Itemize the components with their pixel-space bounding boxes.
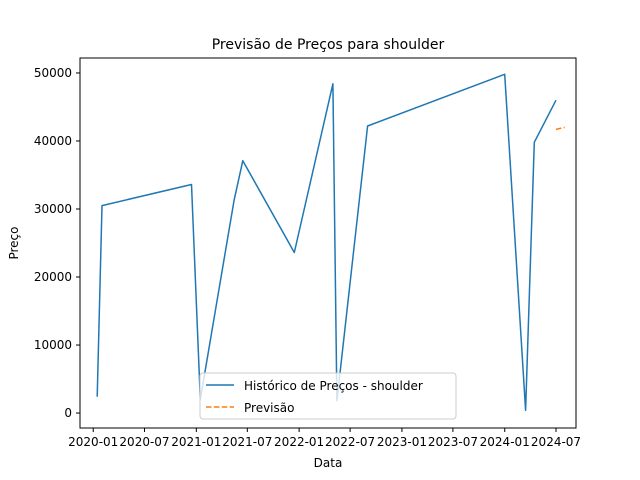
x-axis-label: Data — [314, 456, 343, 470]
series-layer — [95, 72, 567, 412]
data-point — [331, 82, 335, 86]
series-line-history — [96, 73, 557, 412]
data-point — [554, 127, 558, 131]
y-tick-label: 30000 — [34, 202, 72, 216]
x-tick-label: 2024-07 — [531, 435, 581, 449]
legend-box — [199, 372, 457, 420]
x-axis: 2020-01 2020-07 2021-01 2021-07 2022-01 2022-… — [68, 428, 581, 449]
x-tick-label: 2022-07 — [325, 435, 375, 449]
y-axis-label: Preço — [7, 226, 21, 259]
data-point — [232, 198, 236, 202]
plot-frame — [79, 57, 577, 429]
x-tick-label: 2024-01 — [480, 435, 530, 449]
x-tick-label: 2020-01 — [68, 435, 118, 449]
legend-label-history: Histórico de Preços - shoulder — [244, 379, 423, 393]
y-tick-label: 40000 — [34, 134, 72, 148]
data-point — [366, 124, 370, 128]
data-point — [503, 72, 507, 76]
y-tick-label: 50000 — [34, 66, 72, 80]
x-tick-label: 2021-07 — [222, 435, 272, 449]
data-point — [241, 159, 245, 163]
x-tick-label: 2020-07 — [119, 435, 169, 449]
y-tick-label: 20000 — [34, 270, 72, 284]
data-point — [190, 183, 194, 187]
x-tick-label: 2021-01 — [171, 435, 221, 449]
legend-label-forecast: Previsão — [244, 401, 294, 415]
y-axis: 0 10000 20000 30000 40000 50000 — [34, 66, 80, 420]
series-line-forecast — [555, 126, 565, 131]
y-tick-label: 0 — [64, 406, 72, 420]
data-point — [100, 204, 104, 208]
x-tick-label: 2022-01 — [274, 435, 324, 449]
x-tick-label: 2023-07 — [428, 435, 478, 449]
data-point — [95, 395, 99, 399]
chart-title: Previsão de Preços para shoulder — [212, 37, 445, 53]
data-point — [292, 251, 296, 255]
y-tick-label: 10000 — [34, 338, 72, 352]
x-tick-label: 2023-01 — [377, 435, 427, 449]
data-point — [554, 98, 558, 102]
legend: Histórico de Preços - shoulder Previsão — [199, 372, 457, 420]
data-point — [563, 125, 567, 129]
data-point — [524, 408, 528, 412]
data-point — [532, 140, 536, 144]
